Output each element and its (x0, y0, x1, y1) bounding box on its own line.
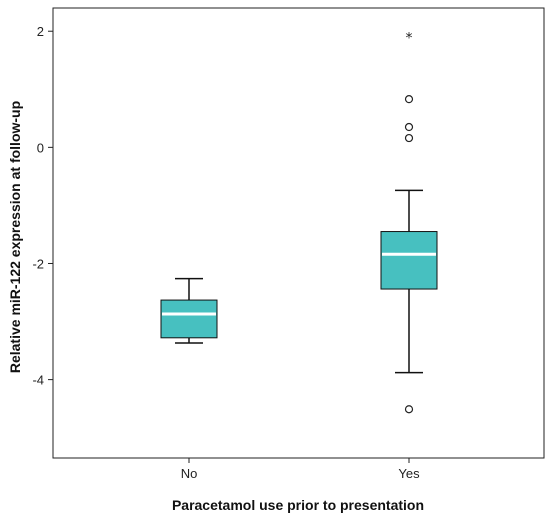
x-tick-label: No (181, 466, 198, 481)
x-axis-title: Paracetamol use prior to presentation (172, 497, 424, 513)
y-tick-label: -2 (32, 256, 44, 271)
outlier-point (404, 133, 414, 143)
y-axis-title: Relative miR-122 expression at follow-up (7, 101, 23, 373)
outlier-point (404, 405, 414, 414)
extreme-point: * (406, 30, 413, 46)
x-axis: No Yes (181, 458, 420, 481)
x-tick-label: Yes (398, 466, 420, 481)
boxes-layer: * (160, 30, 438, 414)
y-axis: 2 0 -2 -4 (32, 24, 53, 388)
y-tick-label: -4 (32, 373, 44, 388)
box (380, 231, 438, 290)
outlier-point (404, 122, 414, 132)
box (160, 299, 218, 339)
y-tick-label: 2 (37, 24, 44, 39)
y-tick-label: 0 (37, 140, 44, 155)
plot-frame (52, 7, 545, 459)
box-group-no (160, 277, 218, 344)
outlier-point (404, 95, 414, 104)
box-group-yes: * (380, 30, 438, 414)
